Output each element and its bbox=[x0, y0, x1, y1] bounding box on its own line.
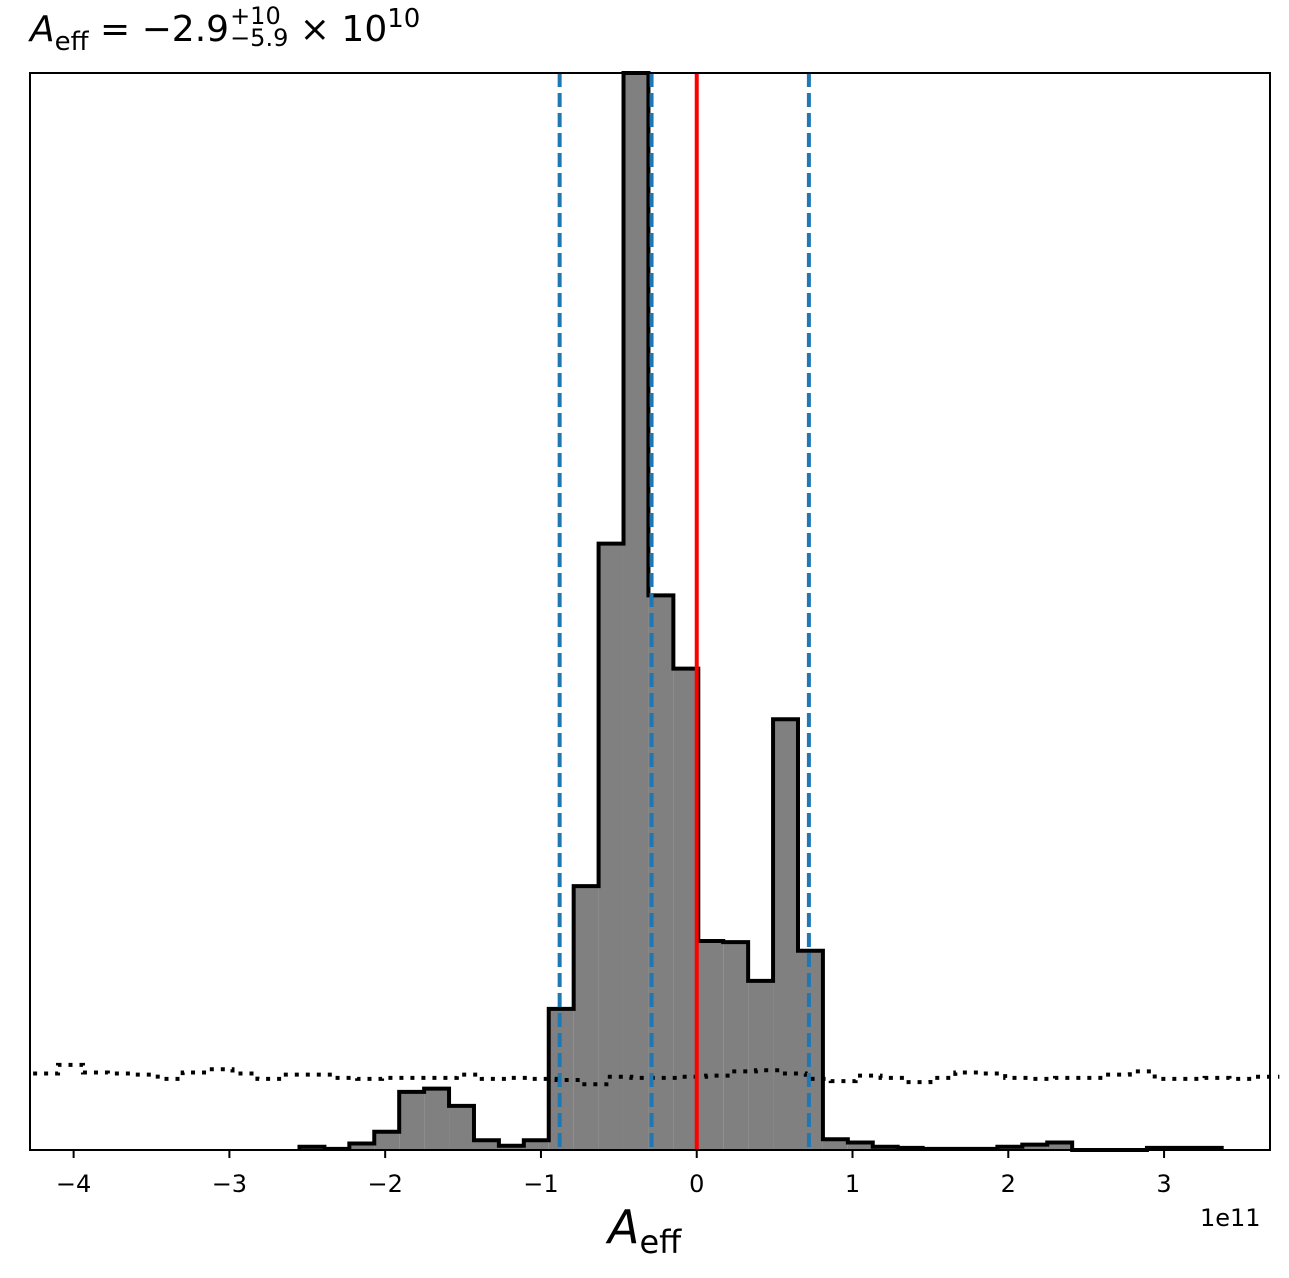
x-axis-offset-text: 1e11 bbox=[1200, 1204, 1261, 1232]
title-symbol: A bbox=[30, 9, 55, 50]
x-axis-label: Aeff bbox=[608, 1200, 681, 1261]
histogram-bar bbox=[723, 942, 749, 1150]
histogram-bar bbox=[623, 73, 649, 1150]
x-axis-label-subscript: eff bbox=[639, 1223, 682, 1261]
histogram-bar bbox=[822, 1139, 848, 1150]
histogram-bar bbox=[449, 1105, 474, 1150]
x-tick-label: 0 bbox=[689, 1170, 704, 1198]
x-axis-label-symbol: A bbox=[608, 1200, 640, 1254]
title-equals: = bbox=[100, 9, 131, 50]
histogram-bar bbox=[498, 1145, 524, 1150]
title-upper-error: +10 bbox=[230, 2, 281, 30]
x-tick-label: 3 bbox=[1156, 1170, 1171, 1198]
title-times: × bbox=[299, 9, 330, 50]
x-tick-label: 2 bbox=[1001, 1170, 1016, 1198]
plot-area bbox=[33, 71, 1280, 1152]
plot-frame bbox=[29, 72, 1271, 1151]
histogram-bar bbox=[598, 543, 624, 1150]
x-tick-label: 1 bbox=[845, 1170, 860, 1198]
histogram-bar bbox=[349, 1143, 375, 1150]
x-tick-label: −4 bbox=[56, 1170, 91, 1198]
histogram-bar bbox=[473, 1140, 499, 1150]
histogram-bar bbox=[748, 980, 774, 1150]
histogram-bar bbox=[1047, 1142, 1073, 1150]
histogram-bar bbox=[773, 719, 798, 1150]
histogram-bar bbox=[399, 1091, 425, 1150]
title-exponent: 10 bbox=[387, 4, 421, 34]
x-tick-label: −3 bbox=[212, 1170, 247, 1198]
x-tick-label: −1 bbox=[523, 1170, 558, 1198]
title-base: 10 bbox=[341, 9, 388, 50]
histogram-outline bbox=[297, 71, 1224, 1152]
x-tick-label: −2 bbox=[367, 1170, 402, 1198]
histogram-bar bbox=[698, 941, 724, 1150]
histogram-bar bbox=[573, 886, 599, 1150]
histogram-bar bbox=[374, 1131, 400, 1150]
prior-dotted-line bbox=[33, 1062, 1280, 1087]
chart-title: Aeff = −2.9 +10 −5.9 × 1010 bbox=[30, 4, 420, 57]
title-value: −2.9 bbox=[141, 9, 230, 50]
x-axis: −4 −3 −2 −1 0 1 2 3 bbox=[56, 1150, 1172, 1198]
histogram-bar bbox=[523, 1140, 549, 1150]
histogram-bar bbox=[424, 1088, 450, 1150]
histogram-bar bbox=[1022, 1144, 1048, 1150]
title-subscript: eff bbox=[54, 27, 89, 57]
histogram-bar bbox=[673, 668, 699, 1150]
histogram-bar bbox=[847, 1142, 873, 1150]
title-lower-error: −5.9 bbox=[230, 24, 289, 52]
title-errors: +10 −5.9 bbox=[230, 2, 289, 52]
